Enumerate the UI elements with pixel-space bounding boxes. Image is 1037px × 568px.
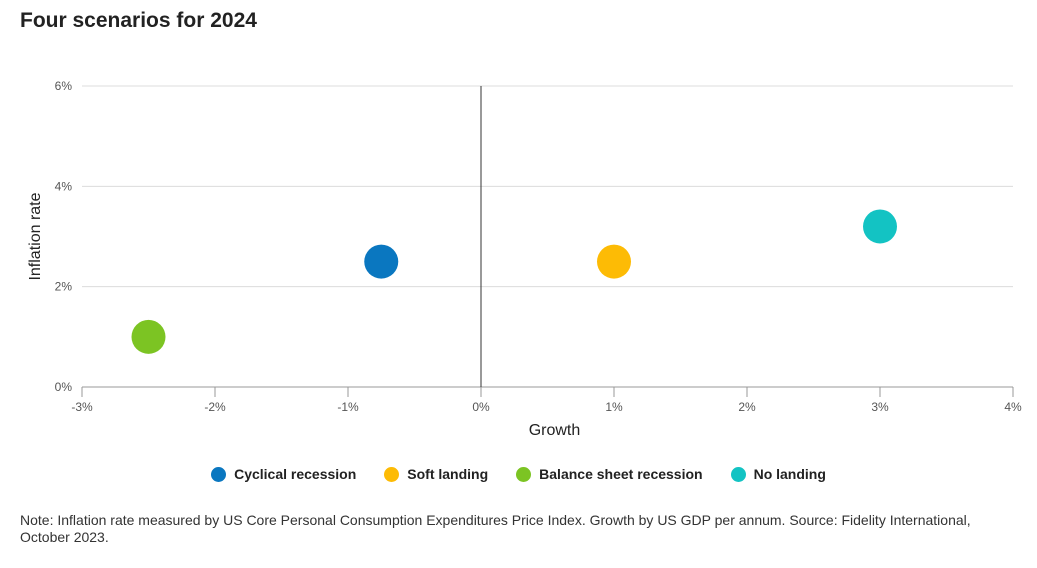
x-tick-label: 1% [605, 400, 623, 414]
x-tick-label: -2% [204, 400, 226, 414]
legend-item[interactable]: Balance sheet recession [516, 466, 703, 482]
scatter-chart: 0% 2% 4% 6% -3% -2% -1% 0% 1% 2% 3% 4% Growth Inflati… [27, 79, 1022, 439]
y-tick-label: 2% [55, 280, 73, 294]
data-point [863, 209, 897, 244]
y-tick-label: 4% [55, 179, 73, 193]
chart-note: Note: Inflation rate measured by US Core… [20, 512, 971, 545]
y-axis-title: Inflation rate [27, 192, 44, 280]
legend-marker [384, 466, 400, 482]
legend-item[interactable]: Soft landing [384, 466, 488, 482]
y-tick-label: 6% [55, 79, 73, 93]
data-point [597, 244, 631, 279]
legend-label: Cyclical recession [234, 466, 357, 482]
x-tick-label: -1% [337, 400, 359, 414]
legend-item[interactable]: Cyclical recession [211, 466, 356, 482]
x-tick-label: 4% [1004, 400, 1022, 414]
legend-marker [730, 466, 746, 482]
chart-title: Four scenarios for 2024 [20, 9, 257, 32]
legend-item[interactable]: No landing [730, 466, 826, 482]
legend-label: Balance sheet recession [539, 466, 703, 482]
x-tick-label: -3% [71, 400, 93, 414]
x-tick-label: 3% [871, 400, 889, 414]
legend-label: No landing [753, 466, 826, 482]
x-tick-label: 0% [472, 400, 490, 414]
x-tick-label: 2% [738, 400, 756, 414]
chart-legend: Cyclical recession Soft landing Balance sh… [0, 466, 1037, 482]
legend-marker [516, 466, 532, 482]
legend-marker [211, 466, 227, 482]
y-tick-label: 0% [55, 380, 73, 394]
x-axis-title: Growth [529, 422, 581, 439]
data-point [131, 319, 166, 354]
data-point [364, 244, 399, 279]
legend-label: Soft landing [407, 466, 489, 482]
